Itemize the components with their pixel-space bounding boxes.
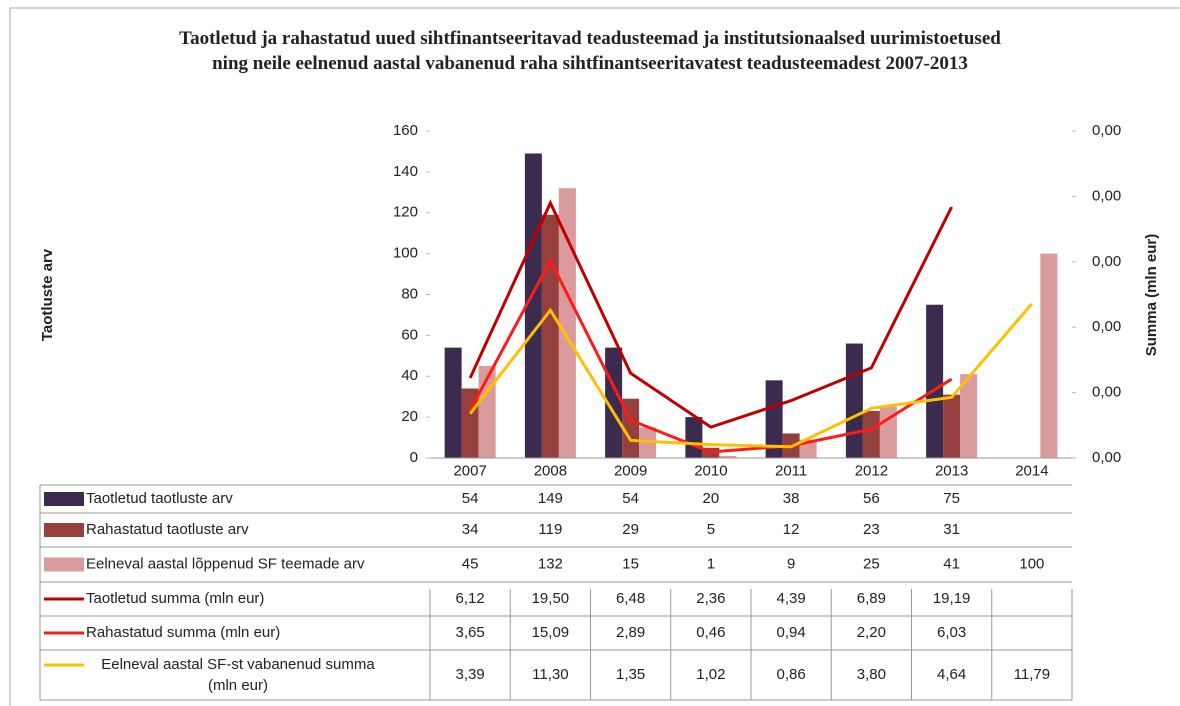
line	[468, 302, 1034, 449]
line	[468, 257, 953, 454]
bar	[960, 374, 978, 458]
x-tick-label: 2010	[694, 462, 727, 479]
y2-tick-label: 0,00	[1092, 253, 1121, 270]
table-value: 149	[538, 490, 563, 507]
y-tick-label: 20	[401, 408, 418, 425]
table-value: 20	[703, 490, 720, 507]
table-value: 45	[462, 555, 479, 572]
x-tick-label: 2011	[775, 462, 807, 479]
y-tick-label: 140	[393, 163, 418, 180]
table-value: 12	[783, 521, 800, 538]
table-value: 4,39	[777, 590, 806, 607]
y-axis-label: Taotluste arv	[39, 248, 56, 341]
legend-swatch	[44, 557, 84, 572]
table-value: 54	[462, 490, 479, 507]
table-value: 100	[1019, 555, 1044, 572]
legend-label: Taotletud summa (mln eur)	[86, 590, 264, 607]
y-tick-label: 100	[393, 245, 418, 262]
table-value: 132	[538, 555, 563, 572]
y2-tick-label: 0,00	[1092, 384, 1121, 401]
table-value: 6,12	[456, 590, 485, 607]
y-tick-label: 0	[410, 449, 418, 466]
table-value: 11,79	[1014, 666, 1050, 683]
table-value: 1	[707, 555, 715, 572]
y-tick-label: 40	[401, 367, 418, 384]
x-tick-label: 2008	[534, 462, 567, 479]
table-value: 56	[863, 490, 880, 507]
table-value: 0,46	[696, 624, 725, 641]
legend-label: Eelneval aastal SF-st vabanenud summa (ml…	[101, 656, 375, 694]
table-value: 6,03	[937, 624, 966, 641]
bar	[1040, 253, 1058, 458]
y2-tick-label: 0,00	[1092, 449, 1121, 466]
table-value: 75	[943, 490, 960, 507]
x-tick-label: 2009	[614, 462, 647, 479]
table-value: 3,39	[456, 666, 485, 683]
table-value: 34	[462, 521, 479, 538]
legend-label: Rahastatud summa (mln eur)	[86, 624, 280, 641]
table-value: 15,09	[532, 624, 570, 641]
table-value: 23	[863, 521, 880, 538]
x-tick-label: 2014	[1015, 462, 1048, 479]
bar	[926, 304, 944, 458]
legend-label: Taotletud taotluste arv	[86, 490, 233, 507]
table-value: 2,36	[696, 590, 725, 607]
table-value: 41	[943, 555, 960, 572]
y-tick-label: 160	[393, 122, 418, 139]
table-value: 25	[863, 555, 880, 572]
table-value: 9	[787, 555, 795, 572]
table-value: 19,19	[933, 590, 971, 607]
table-value: 4,64	[937, 666, 966, 683]
legend-swatch	[44, 523, 84, 537]
bar	[862, 410, 880, 458]
table-value: 31	[943, 521, 960, 538]
table-value: 38	[783, 490, 800, 507]
legend-label: Rahastatud taotluste arv	[86, 521, 249, 538]
table-value: 11,30	[532, 666, 568, 683]
bar	[719, 455, 737, 458]
table-value: 3,80	[857, 666, 886, 683]
table-value: 19,50	[532, 590, 570, 607]
table-value: 5	[707, 521, 715, 538]
table-value: 2,89	[616, 624, 645, 641]
table-value: 1,35	[616, 666, 645, 683]
table-value: 6,89	[857, 590, 886, 607]
frame	[9, 7, 1180, 706]
x-tick-label: 2012	[855, 462, 888, 479]
y-tick-label: 60	[401, 326, 418, 343]
table-value: 0,86	[777, 666, 806, 683]
table-value: 6,48	[616, 590, 645, 607]
line	[468, 199, 953, 429]
table-value: 1,02	[696, 666, 725, 683]
table-value: 54	[622, 490, 639, 507]
table-value: 119	[538, 521, 562, 538]
bar	[541, 214, 559, 458]
x-tick-label: 2007	[453, 462, 486, 479]
y2-axis-label: Summa (mln eur)	[1143, 234, 1160, 357]
table-value: 29	[622, 521, 639, 538]
y-tick-label: 120	[393, 204, 418, 221]
table-value: 15	[622, 555, 639, 572]
bar	[943, 394, 961, 458]
y2-tick-label: 0,00	[1092, 318, 1121, 335]
bar	[444, 347, 462, 458]
table-value: 3,65	[456, 624, 485, 641]
y-tick-label: 80	[401, 285, 418, 302]
legend-swatch	[44, 492, 84, 506]
table-value: 0,94	[777, 624, 806, 641]
bar	[845, 343, 863, 458]
y2-tick-label: 0,00	[1092, 187, 1121, 204]
bar	[558, 188, 576, 458]
bar	[685, 417, 703, 458]
bar	[765, 380, 783, 458]
legend-label: Eelneval aastal lõppenud SF teemade arv	[86, 555, 365, 572]
chart-title: Taotletud ja rahastatud uued sihtfinants…	[179, 28, 1001, 74]
y2-tick-label: 0,00	[1092, 122, 1121, 139]
table-value: 2,20	[857, 624, 886, 641]
x-tick-label: 2013	[935, 462, 968, 479]
